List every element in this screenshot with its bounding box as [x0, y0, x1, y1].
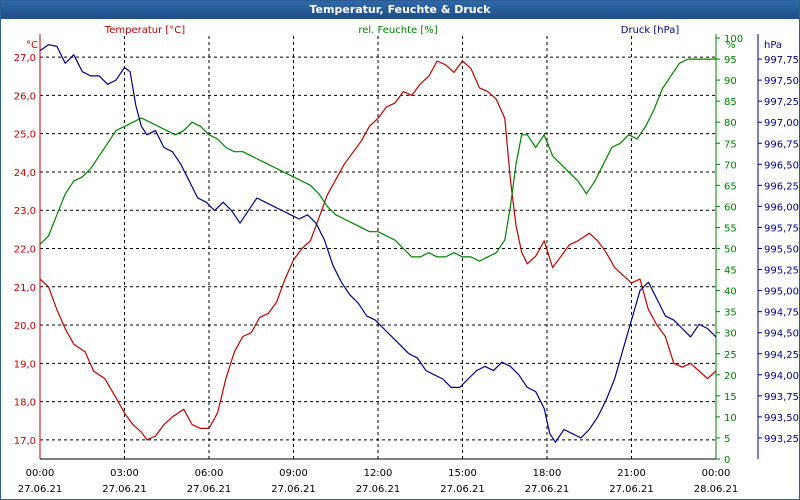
pressure-tick-label: 995,75	[764, 223, 799, 234]
humidity-tick-label: 60	[724, 202, 737, 213]
chart-title: Temperatur, Feuchte & Druck	[1, 1, 799, 19]
axis-headers: °C% hPa Temperatur [°C] rel. Feuchte [%] Dru…	[26, 25, 782, 51]
humidity-tick-label: 80	[724, 118, 737, 129]
x-tick-time: 09:00	[279, 468, 308, 479]
humidity-tick-label: 50	[724, 245, 737, 256]
pressure-tick-label: 997,00	[764, 118, 799, 129]
humidity-tick-label: 5	[724, 434, 730, 445]
pressure-axis-title: Druck [hPa]	[621, 25, 680, 36]
temperature-tick-label: 27,0	[14, 53, 36, 64]
series-lines	[39, 44, 717, 443]
grid-lines	[40, 36, 716, 459]
temperature-unit: °C	[26, 40, 38, 51]
humidity-tick-label: 95	[724, 55, 737, 66]
temperature-tick-label: 18,0	[14, 398, 36, 409]
pressure-tick-label: 995,00	[764, 287, 799, 298]
humidity-tick-label: 85	[724, 97, 737, 108]
humidity-tick-label: 75	[724, 139, 737, 150]
pressure-tick-label: 996,75	[764, 139, 799, 150]
pressure-tick-label: 997,75	[764, 55, 799, 66]
humidity-tick-label: 25	[724, 350, 737, 361]
humidity-tick-label: 20	[724, 371, 737, 382]
temperature-axis: 17,0 18,0 19,0 20,0 21,0 22,0 23,0 24,0 25,0 26,0…	[14, 34, 41, 459]
pressure-unit: hPa	[764, 40, 782, 51]
temperature-tick-label: 26,0	[14, 91, 36, 102]
x-tick-time: 15:00	[448, 468, 477, 479]
pressure-tick-label: 993,25	[764, 434, 799, 445]
humidity-tick-label: 40	[724, 287, 737, 298]
temperature-tick-label: 22,0	[14, 245, 36, 256]
x-tick-date: 27.06.21	[187, 484, 232, 495]
temperature-tick-label: 19,0	[14, 359, 36, 370]
temperature-tick-label: 23,0	[14, 206, 36, 217]
humidity-tick-label: 100	[724, 34, 743, 45]
x-tick-date: 27.06.21	[440, 484, 485, 495]
temperature-series-line	[39, 60, 717, 441]
x-tick-date: 27.06.21	[18, 484, 63, 495]
x-tick-date: 27.06.21	[102, 484, 147, 495]
x-tick-time: 00:00	[702, 468, 731, 479]
humidity-tick-label: 15	[724, 392, 737, 403]
pressure-tick-label: 994,00	[764, 371, 799, 382]
pressure-tick-label: 996,00	[764, 202, 799, 213]
humidity-axis: 0 5 10 15 20 25 30 35 40 45 50 55 60 65 70 75 80 85 90 95 10…	[715, 34, 743, 466]
humidity-tick-label: 55	[724, 223, 737, 234]
pressure-tick-label: 996,50	[764, 160, 799, 171]
x-tick-date: 27.06.21	[356, 484, 401, 495]
humidity-tick-label: 90	[724, 76, 737, 87]
temperature-tick-label: 17,0	[14, 436, 36, 447]
x-tick-time: 06:00	[195, 468, 224, 479]
x-tick-time: 12:00	[364, 468, 393, 479]
temperature-tick-label: 20,0	[14, 321, 36, 332]
x-tick-time: 00:00	[26, 468, 55, 479]
pressure-tick-label: 994,75	[764, 308, 799, 319]
humidity-tick-label: 65	[724, 181, 737, 192]
pressure-series-line	[39, 44, 717, 443]
humidity-tick-label: 30	[724, 329, 737, 340]
pressure-tick-label: 995,50	[764, 245, 799, 256]
x-tick-time: 21:00	[617, 468, 646, 479]
humidity-series-line	[39, 58, 716, 262]
pressure-tick-label: 997,50	[764, 76, 799, 87]
pressure-tick-label: 994,25	[764, 350, 799, 361]
humidity-unit: %	[726, 40, 736, 51]
pressure-tick-label: 994,50	[764, 329, 799, 340]
x-tick-time: 03:00	[110, 468, 139, 479]
pressure-tick-label: 993,50	[764, 413, 799, 424]
pressure-tick-label: 997,25	[764, 97, 799, 108]
pressure-tick-label: 996,25	[764, 181, 799, 192]
humidity-tick-label: 35	[724, 308, 737, 319]
humidity-axis-title: rel. Feuchte [%]	[358, 25, 437, 36]
x-tick-date: 27.06.21	[525, 484, 570, 495]
temperature-axis-title: Temperatur [°C]	[104, 25, 185, 36]
humidity-tick-label: 0	[724, 455, 730, 466]
humidity-tick-label: 70	[724, 160, 737, 171]
x-tick-date: 27.06.21	[271, 484, 316, 495]
x-tick-date: 28.06.21	[694, 484, 739, 495]
x-tick-time: 18:00	[533, 468, 562, 479]
pressure-tick-label: 993,75	[764, 392, 799, 403]
temperature-tick-label: 25,0	[14, 130, 36, 141]
pressure-tick-label: 995,25	[764, 266, 799, 277]
x-tick-date: 27.06.21	[609, 484, 654, 495]
pressure-axis: 993,25 993,50 993,75 994,00 994,25 994,50 994,…	[757, 34, 799, 459]
temperature-tick-label: 21,0	[14, 283, 36, 294]
temperature-tick-label: 24,0	[14, 168, 36, 179]
humidity-tick-label: 45	[724, 266, 737, 277]
humidity-tick-label: 10	[724, 413, 737, 424]
x-axis: 00:00 27.06.21 03:00 27.06.21 06:00 27.06.21 0…	[18, 458, 739, 495]
